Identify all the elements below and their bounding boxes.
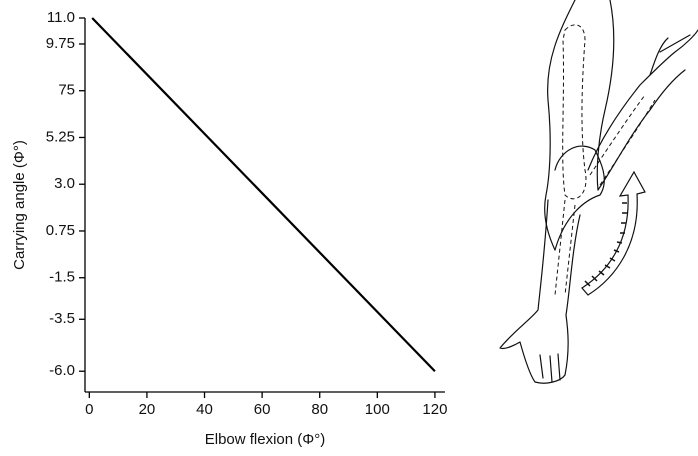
y-tick-label: 5.25: [46, 128, 75, 145]
y-tick-label: -3.5: [49, 310, 75, 327]
x-tick-label: 100: [365, 401, 390, 418]
y-tick-label: 3.0: [54, 175, 75, 192]
x-tick-label: 20: [139, 401, 156, 418]
y-tick-label: 75: [58, 82, 75, 99]
x-tick-label: 60: [254, 401, 271, 418]
arm-illustration: [499, 0, 698, 384]
x-tick-label: 120: [422, 401, 447, 418]
y-tick-label: 0.75: [46, 222, 75, 239]
y-tick-label: 9.75: [46, 35, 75, 52]
y-axis-title: Carrying angle (Φ°): [11, 140, 28, 270]
y-tick-label: -1.5: [49, 269, 75, 286]
x-tick-label: 0: [85, 401, 93, 418]
y-tick-label: -6.0: [49, 362, 75, 379]
data-line: [91, 17, 436, 372]
x-axis-title: Elbow flexion (Φ°): [205, 431, 326, 448]
y-tick-label: 11.0: [47, 9, 75, 26]
x-tick-label: 40: [196, 401, 213, 418]
x-tick-label: 80: [311, 401, 328, 418]
